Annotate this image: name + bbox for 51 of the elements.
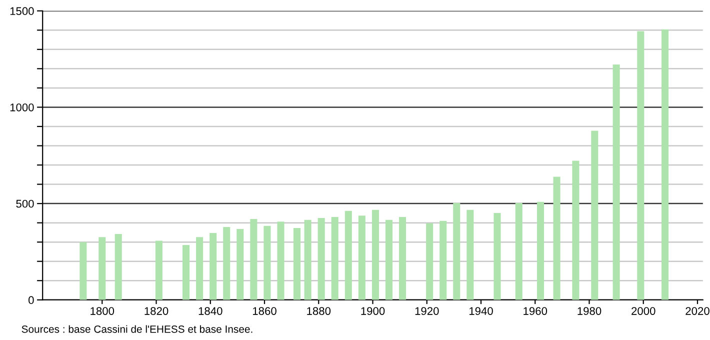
y-tick-label: 1500 bbox=[10, 7, 34, 16]
bar bbox=[466, 210, 474, 300]
bar bbox=[182, 244, 190, 300]
bar bbox=[385, 220, 393, 300]
bar bbox=[515, 202, 522, 300]
bar bbox=[440, 220, 447, 300]
bar bbox=[331, 217, 338, 300]
bar bbox=[494, 212, 501, 300]
bar bbox=[114, 234, 122, 300]
bar bbox=[155, 240, 162, 300]
bar bbox=[277, 222, 284, 300]
bar bbox=[591, 130, 598, 300]
bar bbox=[358, 216, 366, 300]
bar bbox=[304, 220, 312, 300]
bar bbox=[264, 226, 271, 300]
bar bbox=[661, 29, 669, 300]
bar bbox=[80, 242, 87, 300]
bar bbox=[553, 176, 560, 300]
y-tick-label: 0 bbox=[28, 296, 34, 304]
x-tick-label: 1960 bbox=[524, 307, 548, 315]
bar bbox=[637, 31, 644, 300]
x-tick-label: 1840 bbox=[198, 307, 222, 315]
bar bbox=[344, 210, 352, 300]
bar bbox=[210, 233, 217, 300]
bar bbox=[453, 202, 460, 300]
y-tick-label: 1000 bbox=[10, 103, 34, 112]
bar bbox=[236, 228, 244, 300]
bar bbox=[318, 218, 325, 300]
bar bbox=[196, 237, 204, 300]
x-tick-label: 1860 bbox=[252, 307, 276, 315]
bar bbox=[293, 228, 300, 300]
x-tick-label: 1800 bbox=[90, 307, 114, 315]
bar bbox=[372, 210, 379, 300]
bar bbox=[572, 160, 580, 300]
x-tick-label: 1880 bbox=[307, 307, 331, 315]
bar bbox=[612, 64, 620, 300]
bar bbox=[223, 227, 230, 300]
x-tick-label: 1980 bbox=[578, 307, 602, 315]
x-tick-label: 2000 bbox=[632, 307, 656, 315]
bar bbox=[426, 223, 434, 300]
bar bbox=[537, 202, 544, 300]
x-tick-label: 2020 bbox=[686, 307, 710, 315]
x-tick-label: 1940 bbox=[469, 307, 493, 315]
source-note: Sources : base Cassini de l'EHESS et base Insee. bbox=[22, 325, 252, 333]
x-tick-label: 1900 bbox=[361, 307, 385, 315]
y-tick-label: 500 bbox=[16, 200, 34, 208]
x-tick-label: 1920 bbox=[415, 307, 439, 315]
x-tick-label: 1820 bbox=[144, 307, 168, 315]
bar bbox=[98, 237, 106, 300]
bar bbox=[250, 218, 258, 300]
bar bbox=[399, 217, 406, 300]
